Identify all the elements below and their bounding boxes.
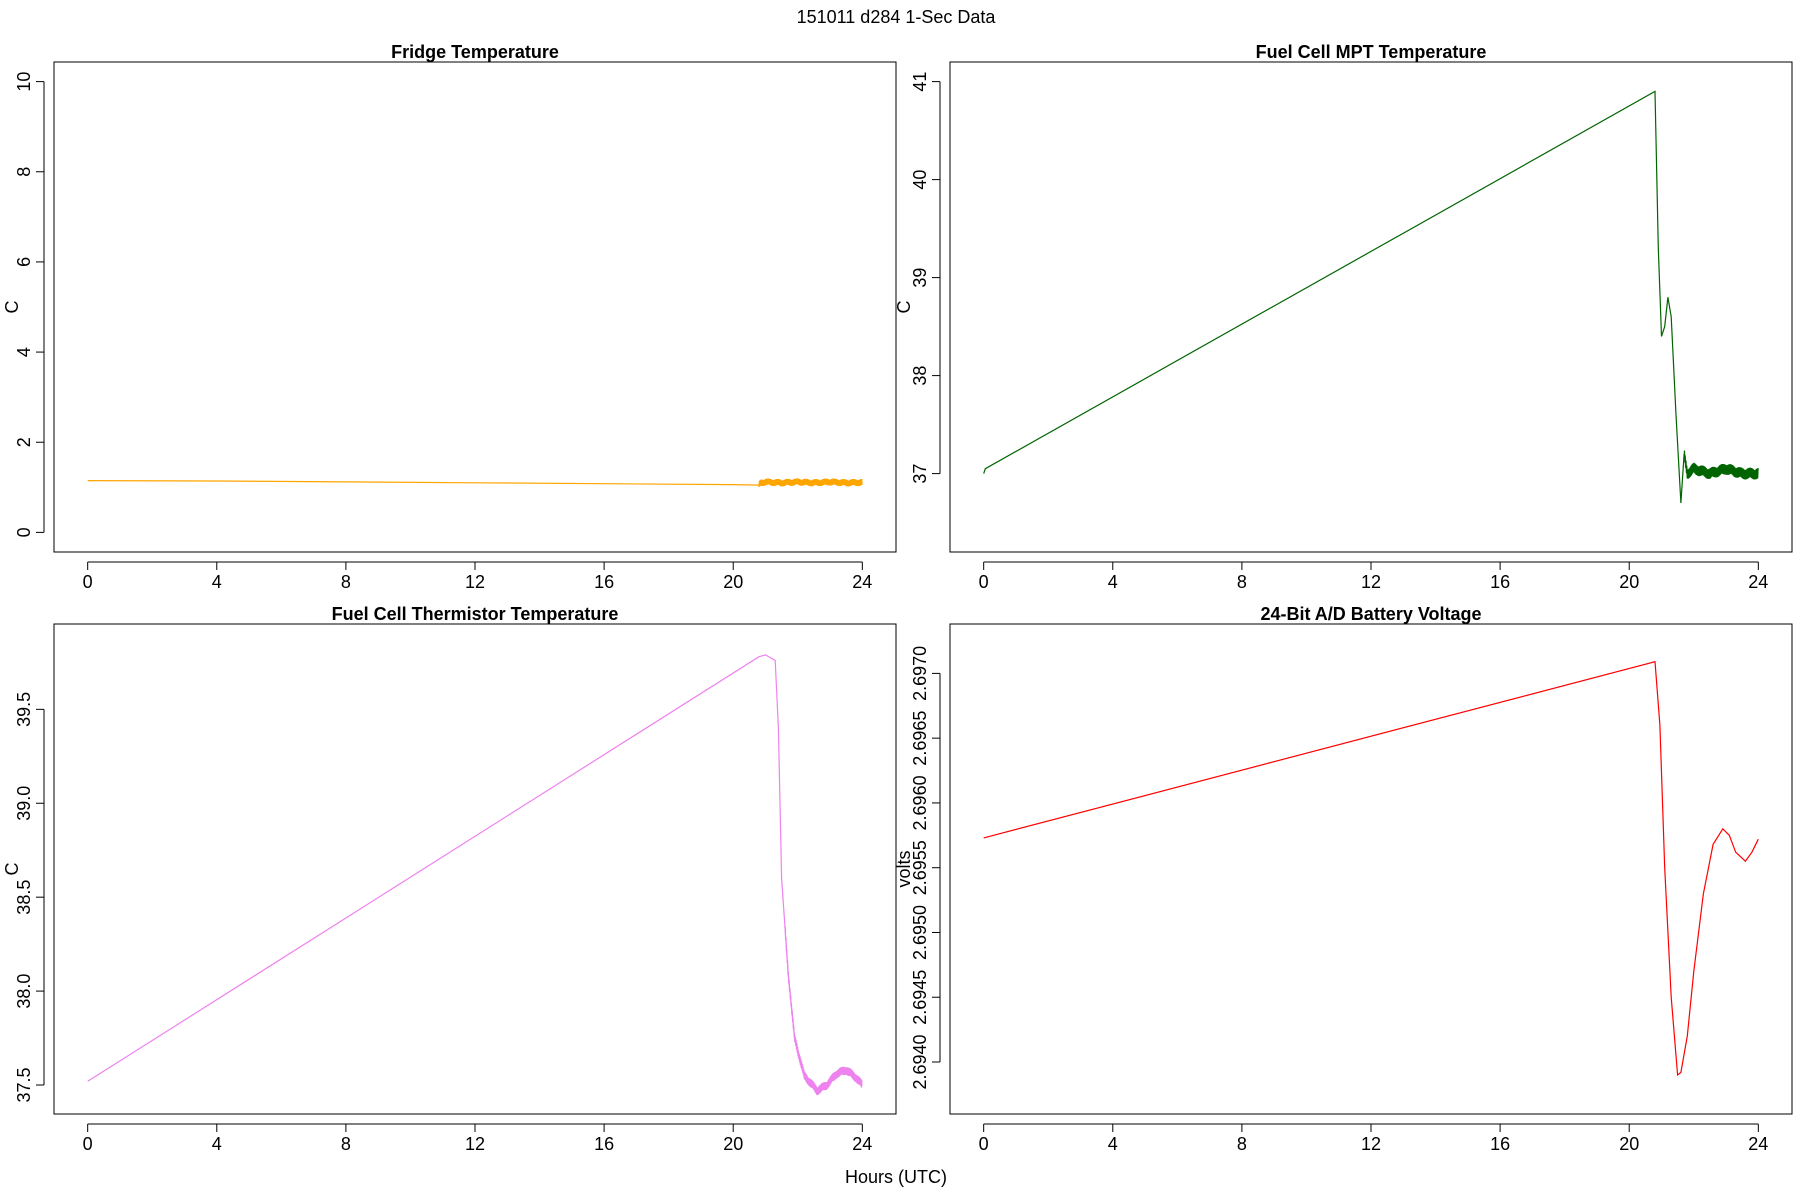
x-tick-label: 4 (1108, 572, 1118, 592)
series-line (87, 480, 863, 486)
series-noise (758, 478, 863, 488)
y-tick-label: 39.5 (14, 692, 34, 727)
panel-title: 24-Bit A/D Battery Voltage (1260, 604, 1481, 624)
x-tick-label: 20 (1619, 1134, 1639, 1154)
y-tick-label: 4 (14, 347, 34, 357)
x-tick-label: 8 (1237, 1134, 1247, 1154)
x-tick-label: 16 (594, 1134, 614, 1154)
y-tick-label: 8 (14, 167, 34, 177)
y-tick-label: 2.6945 (910, 970, 930, 1025)
x-tick-label: 20 (723, 1134, 743, 1154)
y-tick-label: 2.6955 (910, 840, 930, 895)
y-tick-label: 2.6965 (910, 711, 930, 766)
y-tick-label: 2.6960 (910, 775, 930, 830)
plot-frame (53, 61, 897, 553)
x-tick-label: 12 (465, 572, 485, 592)
series-line (87, 654, 863, 1092)
series-line (983, 90, 1759, 504)
x-axis-label: Hours (UTC) (845, 1167, 947, 1187)
series-noise (784, 926, 863, 1096)
x-tick-label: 0 (979, 1134, 989, 1154)
x-tick-label: 24 (852, 572, 872, 592)
series-line (983, 660, 1759, 1077)
x-tick-label: 4 (1108, 1134, 1118, 1154)
y-tick-label: 2 (14, 437, 34, 447)
y-tick-label: 2.6940 (910, 1034, 930, 1089)
x-tick-label: 24 (852, 1134, 872, 1154)
x-tick-label: 0 (83, 572, 93, 592)
x-tick-label: 0 (979, 572, 989, 592)
y-tick-label: 0 (14, 527, 34, 537)
x-tick-label: 16 (1490, 572, 1510, 592)
panel-fuel-cell-thermistor-temperature: Fuel Cell Thermistor Temperature C 0 4 8 12 16… (2, 604, 897, 1154)
y-axis-label: C (894, 301, 914, 314)
panel-title: Fuel Cell MPT Temperature (1256, 42, 1487, 62)
y-tick-label: 6 (14, 257, 34, 267)
x-tick-label: 0 (83, 1134, 93, 1154)
x-tick-label: 4 (212, 572, 222, 592)
x-tick-label: 12 (1361, 1134, 1381, 1154)
x-tick-label: 16 (1490, 1134, 1510, 1154)
y-tick-label: 38.0 (14, 974, 34, 1009)
panel-title: Fridge Temperature (391, 42, 559, 62)
y-tick-label: 38.5 (14, 880, 34, 915)
x-tick-label: 8 (341, 1134, 351, 1154)
y-axis-label: C (2, 301, 22, 314)
x-tick-label: 4 (212, 1134, 222, 1154)
panel-fuel-cell-mpt-temperature: Fuel Cell MPT Temperature C 0 4 8 12 16 20 24 37 3… (894, 42, 1793, 592)
y-axis-label: volts (894, 850, 914, 887)
y-tick-label: 2.6950 (910, 905, 930, 960)
panel-title: Fuel Cell Thermistor Temperature (332, 604, 619, 624)
y-tick-label: 39.0 (14, 786, 34, 821)
series-noise (1683, 450, 1759, 480)
x-tick-label: 24 (1748, 572, 1768, 592)
x-tick-label: 20 (723, 572, 743, 592)
plot-frame (53, 623, 897, 1115)
y-tick-label: 38 (910, 366, 930, 386)
x-tick-label: 12 (465, 1134, 485, 1154)
y-tick-label: 39 (910, 268, 930, 288)
x-tick-label: 8 (341, 572, 351, 592)
y-axis-label: C (2, 863, 22, 876)
x-tick-label: 20 (1619, 572, 1639, 592)
y-tick-label: 37.5 (14, 1067, 34, 1102)
x-tick-label: 12 (1361, 572, 1381, 592)
y-tick-label: 40 (910, 170, 930, 190)
y-tick-label: 37 (910, 464, 930, 484)
y-tick-label: 2.6970 (910, 646, 930, 701)
x-tick-label: 24 (1748, 1134, 1768, 1154)
plot-frame (949, 623, 1793, 1115)
y-tick-label: 41 (910, 72, 930, 92)
x-tick-label: 8 (1237, 572, 1247, 592)
figure-title: 151011 d284 1-Sec Data (797, 7, 997, 27)
y-tick-label: 10 (14, 72, 34, 92)
x-tick-label: 16 (594, 572, 614, 592)
plot-frame (949, 61, 1793, 553)
panel-battery-voltage: 24-Bit A/D Battery Voltage volts 0 4 8 12 16 20… (894, 604, 1793, 1154)
